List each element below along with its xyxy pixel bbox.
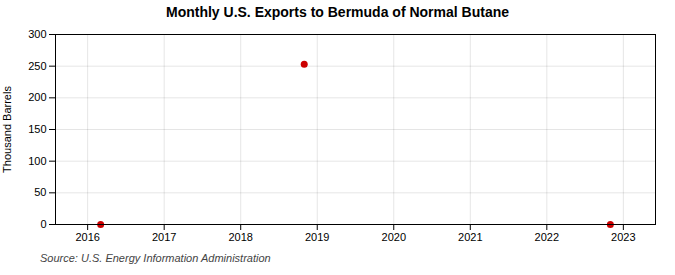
svg-text:2021: 2021: [458, 231, 482, 243]
svg-text:150: 150: [28, 123, 46, 135]
svg-text:2022: 2022: [535, 231, 559, 243]
svg-text:250: 250: [28, 60, 46, 72]
svg-text:2020: 2020: [382, 231, 406, 243]
html-text:Monthly U.S. Exports to Bermud: Monthly U.S. Exports to Bermuda of Norma…: [166, 4, 509, 20]
svg-text:200: 200: [28, 91, 46, 103]
svg-text:2023: 2023: [611, 231, 635, 243]
svg-text:300: 300: [28, 28, 46, 40]
svg-text:50: 50: [34, 186, 46, 198]
svg-text:2018: 2018: [228, 231, 252, 243]
svg-text:2016: 2016: [75, 231, 99, 243]
svg-text:Thousand Barrels: Thousand Barrels: [1, 86, 13, 173]
svg-text:2017: 2017: [152, 231, 176, 243]
svg-text:100: 100: [28, 155, 46, 167]
html-text:Source: U.S. Energy Informatio: Source: U.S. Energy Information Administ…: [40, 252, 271, 264]
svg-text:0: 0: [40, 218, 46, 230]
svg-text:2019: 2019: [305, 231, 329, 243]
